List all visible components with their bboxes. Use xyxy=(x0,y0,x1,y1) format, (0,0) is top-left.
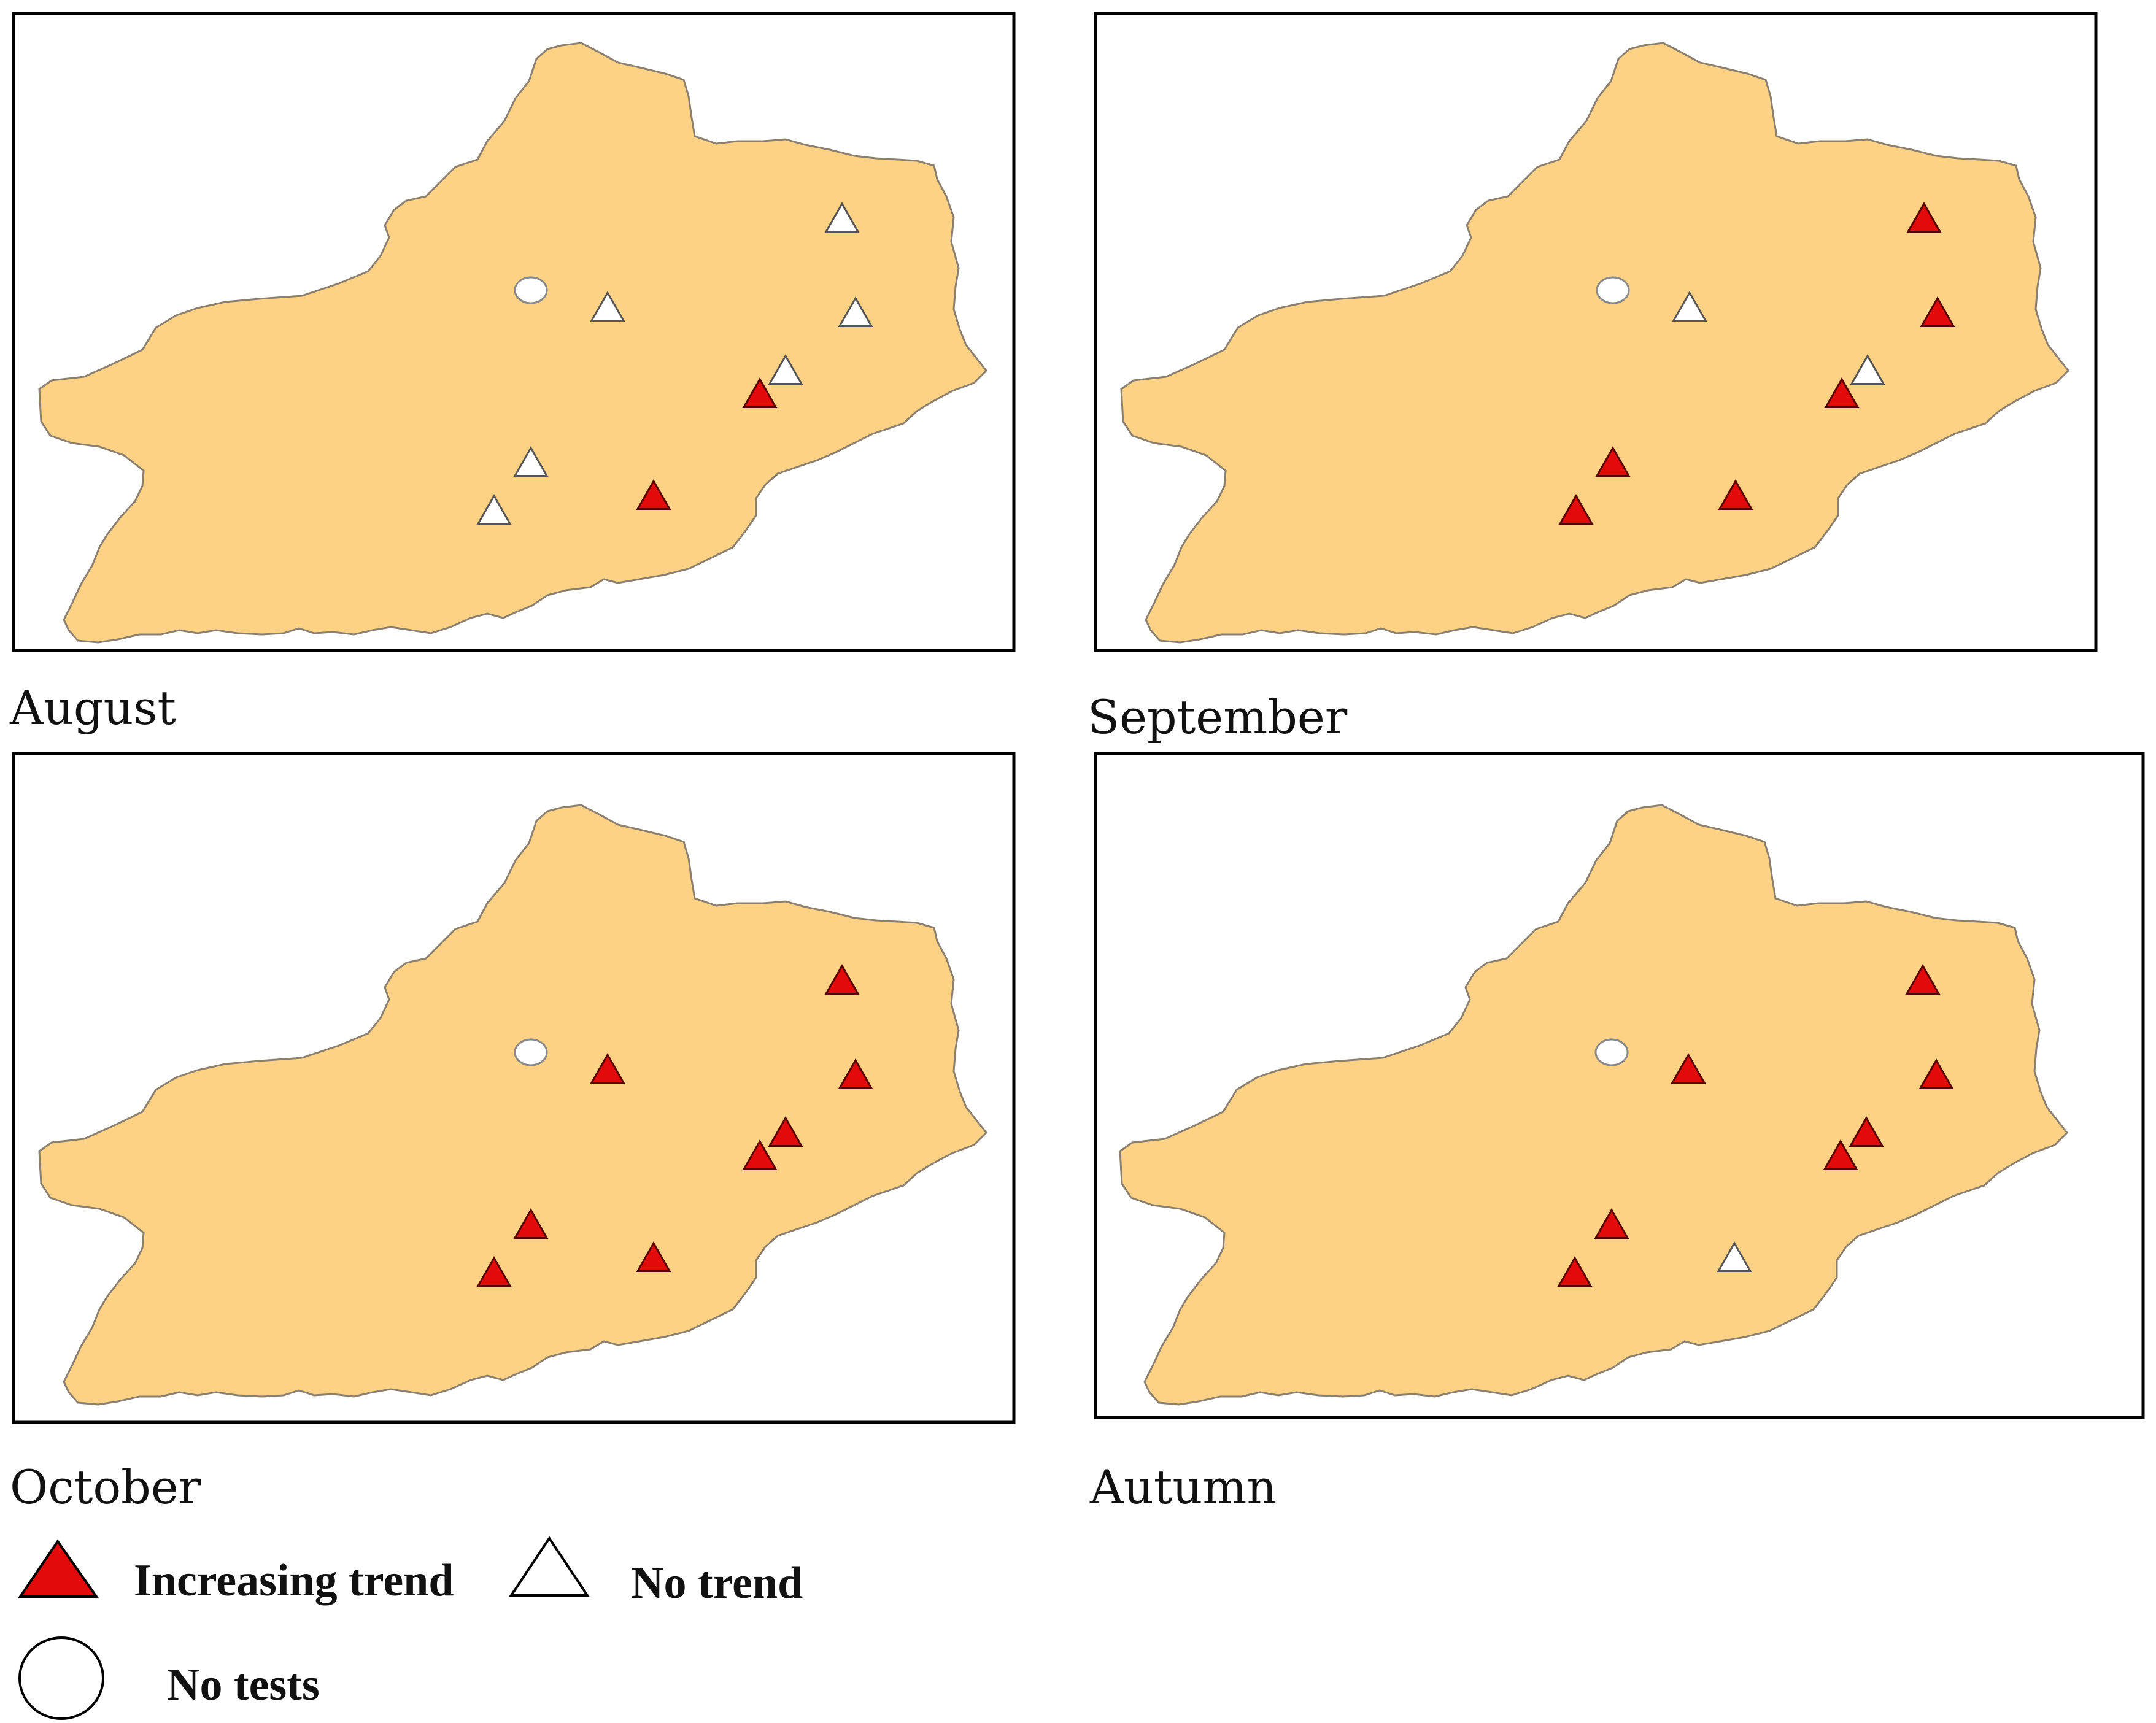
station-S1-increasing-trend-triangle-icon xyxy=(1906,201,1942,233)
legend: Increasing trend No trend No tests xyxy=(18,1536,803,1720)
map-frame xyxy=(1094,12,2098,652)
station-S7-increasing-trend-triangle-icon xyxy=(636,479,671,510)
station-S6-increasing-trend-triangle-icon xyxy=(1558,493,1594,525)
panel-label-september: September xyxy=(1088,690,1348,744)
basin-area xyxy=(1120,42,2069,644)
station-S9-no-trend-triangle-icon xyxy=(1672,290,1707,322)
station-S1-no-trend-triangle-icon xyxy=(824,201,860,233)
station-S3-increasing-trend-triangle-icon xyxy=(768,1116,803,1147)
station-S4-increasing-trend-triangle-icon xyxy=(742,1139,778,1170)
legend-label-increasing-trend: Increasing trend xyxy=(134,1555,454,1606)
legend-label-no-trend: No trend xyxy=(631,1558,803,1608)
map-frame xyxy=(12,12,1016,652)
station-S8-no-tests-circle-icon xyxy=(1594,1038,1629,1066)
map-frame xyxy=(12,752,1016,1424)
station-S5-increasing-trend-triangle-icon xyxy=(1595,445,1631,477)
station-S8-no-tests-circle-icon xyxy=(514,1038,548,1066)
station-S8-no-tests-circle-icon xyxy=(514,276,548,304)
station-S4-increasing-trend-triangle-icon xyxy=(742,377,778,408)
station-S3-no-trend-triangle-icon xyxy=(768,353,803,385)
station-S8-no-tests-circle-icon xyxy=(1596,276,1630,304)
station-S5-increasing-trend-triangle-icon xyxy=(513,1208,549,1239)
panel-label-august: August xyxy=(9,680,176,735)
panel-label-autumn: Autumn xyxy=(1089,1460,1277,1514)
map-frame xyxy=(1094,752,2145,1419)
station-S2-no-trend-triangle-icon xyxy=(838,296,873,327)
station-S2-increasing-trend-triangle-icon xyxy=(1920,296,1955,327)
station-S4-increasing-trend-triangle-icon xyxy=(1823,1139,1858,1170)
basin-area xyxy=(38,804,987,1406)
station-markers xyxy=(1557,963,1954,1287)
station-S5-increasing-trend-triangle-icon xyxy=(1594,1208,1629,1239)
station-S7-increasing-trend-triangle-icon xyxy=(636,1241,671,1272)
station-S7-increasing-trend-triangle-icon xyxy=(1718,479,1753,510)
station-S9-no-trend-triangle-icon xyxy=(590,290,625,322)
station-S2-increasing-trend-triangle-icon xyxy=(838,1058,873,1089)
station-S5-no-trend-triangle-icon xyxy=(513,445,549,477)
basin-area xyxy=(38,42,987,644)
station-S9-increasing-trend-triangle-icon xyxy=(590,1052,625,1084)
increasing-trend-triangle-icon xyxy=(18,1539,99,1598)
station-S3-increasing-trend-triangle-icon xyxy=(1849,1116,1884,1147)
station-S1-increasing-trend-triangle-icon xyxy=(824,963,860,995)
station-S4-increasing-trend-triangle-icon xyxy=(1824,377,1860,408)
station-markers xyxy=(476,201,873,525)
station-markers xyxy=(476,963,873,1287)
basin-area xyxy=(1119,804,2068,1406)
station-S6-no-trend-triangle-icon xyxy=(476,493,512,525)
map-panel-august xyxy=(12,12,1016,652)
station-S6-increasing-trend-triangle-icon xyxy=(476,1255,512,1287)
station-S9-increasing-trend-triangle-icon xyxy=(1671,1052,1706,1084)
map-panel-october xyxy=(12,752,1016,1424)
no-trend-triangle-icon xyxy=(509,1536,590,1597)
panel-label-october: October xyxy=(10,1460,201,1514)
station-markers xyxy=(1558,201,1955,525)
station-S7-no-trend-triangle-icon xyxy=(1717,1241,1752,1272)
map-panel-autumn xyxy=(1094,752,2145,1419)
map-panel-september xyxy=(1094,12,2098,652)
legend-label-no-tests: No tests xyxy=(167,1660,320,1710)
station-S2-increasing-trend-triangle-icon xyxy=(1918,1058,1954,1089)
no-tests-circle-icon xyxy=(18,1636,104,1720)
station-S6-increasing-trend-triangle-icon xyxy=(1557,1255,1593,1287)
station-S3-no-trend-triangle-icon xyxy=(1850,353,1885,385)
station-S1-increasing-trend-triangle-icon xyxy=(1905,963,1941,995)
